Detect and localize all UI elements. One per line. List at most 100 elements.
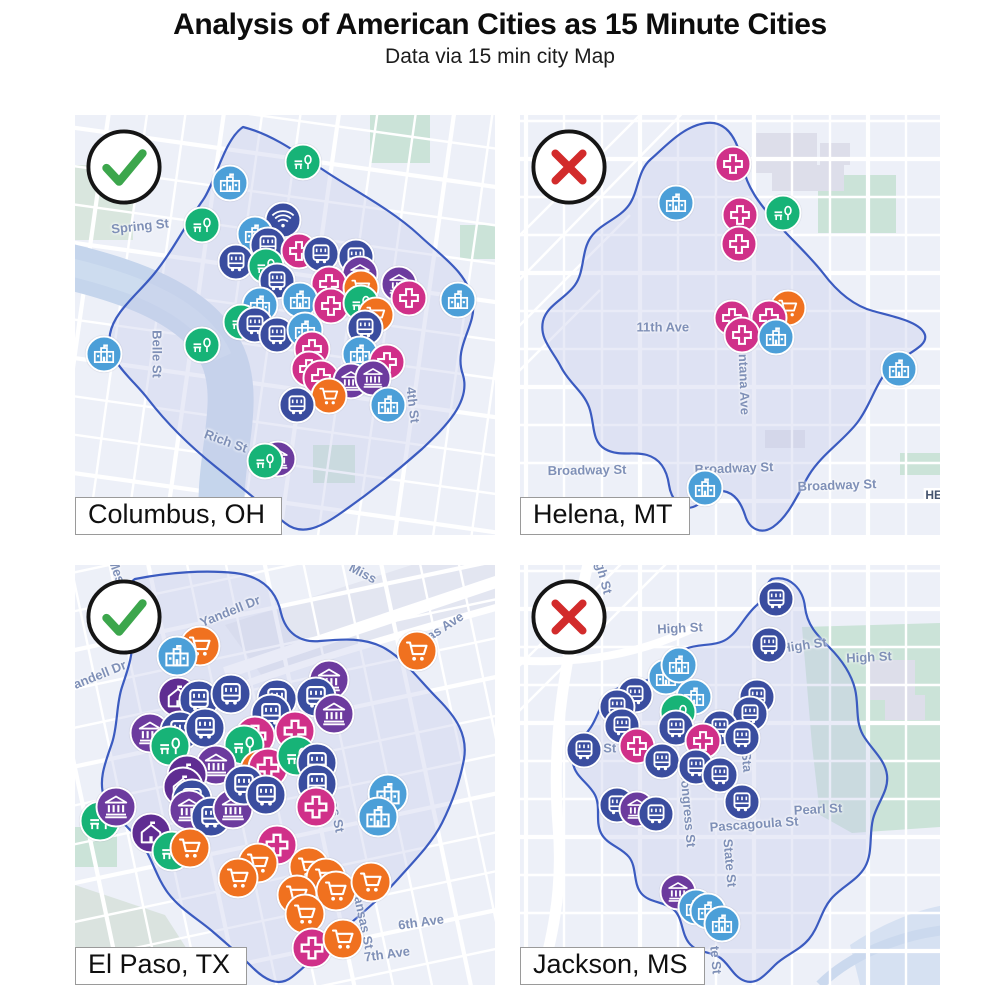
marker-layer — [520, 565, 940, 985]
transit-marker — [245, 774, 287, 816]
medical-cross-icon — [304, 795, 328, 819]
shopping-cart-icon — [319, 387, 339, 405]
bus-icon — [288, 395, 306, 415]
bus-icon — [312, 244, 330, 264]
shopping-cart-icon — [179, 838, 201, 858]
museum-icon — [204, 753, 228, 777]
transit-marker — [757, 580, 795, 618]
school-building-icon — [694, 478, 715, 497]
school-marker — [880, 350, 918, 388]
status-check-icon — [85, 128, 163, 206]
check-icon — [86, 129, 162, 205]
medical-cross-icon — [398, 288, 419, 309]
museum-icon — [363, 367, 383, 388]
transit-marker — [723, 783, 761, 821]
school-building-icon — [766, 327, 787, 347]
school-marker — [657, 184, 695, 222]
park-bench-tree-icon — [774, 205, 792, 220]
school-marker — [439, 281, 477, 319]
medical-cross-icon — [288, 241, 309, 261]
city-label-box: Columbus, OH — [75, 497, 283, 535]
park-bench-tree-icon — [160, 737, 180, 755]
school-marker — [660, 646, 698, 684]
bus-icon — [741, 704, 759, 724]
city-label: Helena, MT — [533, 499, 673, 530]
school-building-icon — [888, 359, 909, 379]
city-label: Jackson, MS — [533, 949, 688, 980]
shopping-cart-icon — [226, 868, 249, 888]
marker-layer — [75, 115, 495, 535]
school-building-icon — [447, 290, 469, 309]
transit-marker — [565, 731, 603, 769]
medical-cross-icon — [732, 325, 753, 345]
marker-layer — [75, 565, 495, 985]
museum-icon — [221, 797, 245, 821]
bus-icon — [711, 765, 729, 785]
shopping-cart-icon — [405, 641, 428, 661]
medical-cross-icon — [730, 205, 750, 225]
shopping-cart-icon — [294, 904, 316, 924]
status-check-icon — [85, 578, 163, 656]
transit-marker — [701, 756, 739, 794]
school-building-icon — [290, 290, 311, 309]
park-bench-tree-icon — [193, 337, 211, 353]
school-building-icon — [377, 395, 398, 414]
street-label: 11th Ave — [636, 319, 690, 335]
grocery-marker — [322, 918, 364, 960]
grocery-marker — [350, 861, 392, 903]
transit-marker — [750, 626, 788, 664]
school-marker — [85, 335, 123, 373]
museum-icon — [322, 702, 346, 726]
city-label: El Paso, TX — [88, 949, 231, 980]
culture-marker — [95, 786, 137, 828]
map-panel-columbus: Spring St Belle St Rich St 4th St Columbus,… — [75, 115, 495, 535]
grocery-marker — [310, 377, 348, 415]
healthcare-marker — [720, 225, 758, 263]
bus-icon — [227, 252, 245, 272]
transit-marker — [723, 719, 761, 757]
healthcare-marker — [295, 786, 337, 828]
x-icon — [531, 129, 607, 205]
city-label-box: El Paso, TX — [75, 947, 248, 985]
transit-marker — [217, 243, 255, 281]
city-label-box: Jackson, MS — [520, 947, 705, 985]
status-cross-icon — [530, 128, 608, 206]
museum-icon — [104, 795, 128, 819]
bus-icon — [767, 589, 785, 609]
figure-title: Analysis of American Cities as 15 Minute… — [173, 8, 827, 41]
bus-icon — [667, 718, 685, 738]
bus-icon — [268, 271, 286, 291]
bus-icon — [195, 716, 215, 739]
shopping-cart-icon — [331, 929, 354, 949]
map-panel-jackson: gh St High St High St High St l St Sta Congres… — [520, 565, 940, 985]
medical-cross-icon — [265, 833, 289, 857]
wifi-icon — [271, 210, 295, 228]
transit-marker — [278, 386, 316, 424]
street-label-layer: 11th Ave Montana Ave Broadway St Broadway S… — [520, 115, 940, 535]
medical-cross-icon — [627, 736, 648, 756]
culture-marker — [313, 693, 355, 735]
school-building-icon — [219, 173, 241, 193]
bus-icon — [256, 784, 276, 806]
marker-layer — [520, 115, 940, 535]
transit-marker — [637, 795, 675, 833]
bus-icon — [221, 682, 241, 705]
medical-cross-icon — [300, 936, 324, 960]
figure-header: Analysis of American Cities as 15 Minute… — [0, 8, 1000, 69]
school-building-icon — [665, 193, 686, 213]
park-marker — [284, 143, 322, 181]
bus-icon — [575, 740, 593, 760]
bus-icon — [268, 325, 286, 345]
grocery-marker — [217, 857, 259, 899]
school-marker — [156, 635, 198, 677]
school-marker — [686, 469, 724, 507]
school-building-icon — [366, 806, 390, 828]
school-building-icon — [669, 655, 690, 674]
park-marker — [764, 194, 802, 232]
park-bench-tree-icon — [256, 453, 274, 469]
street-label: HE — [923, 488, 940, 503]
status-cross-icon — [530, 578, 608, 656]
park-marker — [183, 206, 221, 244]
check-icon — [86, 579, 162, 655]
